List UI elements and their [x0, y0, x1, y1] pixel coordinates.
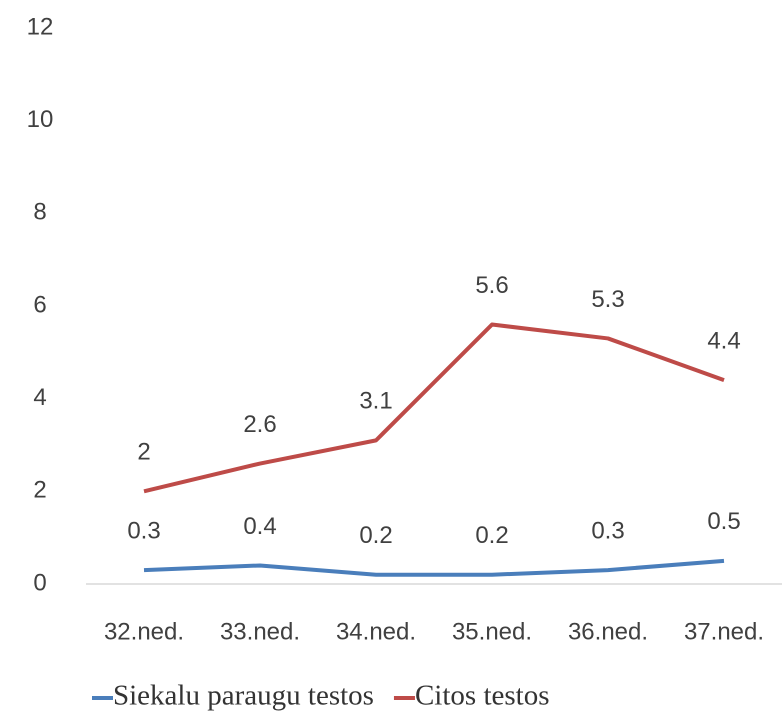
y-tick-label: 0 — [33, 569, 46, 596]
data-label: 3.1 — [359, 388, 392, 415]
x-tick-label: 33.ned. — [220, 618, 300, 645]
legend-label: Siekalu paraugu testos — [113, 680, 374, 712]
data-label: 5.3 — [591, 286, 624, 313]
x-tick-label: 34.ned. — [336, 618, 416, 645]
x-tick-label: 36.ned. — [568, 618, 648, 645]
data-label: 0.2 — [359, 522, 392, 549]
legend-label: Citos testos — [415, 680, 550, 712]
data-label: 0.3 — [127, 517, 160, 544]
data-label: 5.6 — [475, 272, 508, 299]
y-tick-label: 2 — [33, 477, 46, 504]
x-tick-label: 35.ned. — [452, 618, 532, 645]
data-label: 4.4 — [707, 327, 740, 354]
series-line — [143, 558, 725, 577]
data-label: 0.2 — [475, 522, 508, 549]
x-tick-label: 37.ned. — [684, 618, 764, 645]
data-label: 2 — [137, 439, 150, 466]
y-tick-label: 4 — [33, 384, 46, 411]
y-tick-label: 10 — [27, 106, 54, 133]
data-label: 2.6 — [243, 411, 276, 438]
data-label: 0.5 — [707, 508, 740, 535]
data-label: 0.3 — [591, 517, 624, 544]
series-line — [143, 322, 725, 494]
y-tick-label: 8 — [33, 199, 46, 226]
y-tick-label: 12 — [27, 13, 54, 40]
data-label: 0.4 — [243, 513, 276, 540]
y-tick-label: 6 — [33, 291, 46, 318]
x-tick-label: 32.ned. — [104, 618, 184, 645]
